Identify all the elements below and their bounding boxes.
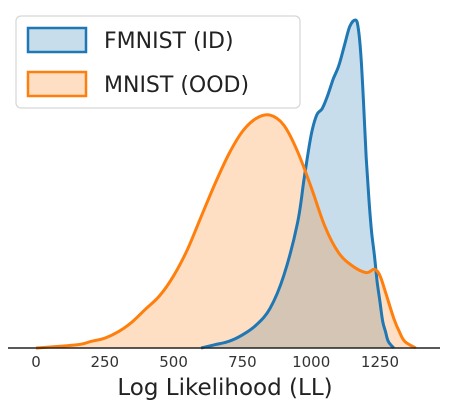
x-tick-label: 1000 xyxy=(292,353,330,371)
x-tick-label: 1250 xyxy=(361,353,399,371)
legend: FMNIST (ID) MNIST (OOD) xyxy=(15,15,301,109)
legend-swatch-mnist-ood xyxy=(26,70,88,98)
x-tick-label: 500 xyxy=(159,353,188,371)
x-axis-title: Log Likelihood (LL) xyxy=(117,375,332,401)
density-line-fmnist-id xyxy=(200,18,395,350)
legend-swatch-fmnist-id xyxy=(26,26,88,54)
x-tick-label: 0 xyxy=(31,353,41,371)
area-fill-mnist-ood xyxy=(36,114,416,348)
x-tick-label: 250 xyxy=(90,353,119,371)
x-axis-ticks: 0 250 500 750 1000 1250 xyxy=(31,353,399,371)
x-tick-label: 750 xyxy=(228,353,257,371)
legend-label-fmnist-id: FMNIST (ID) xyxy=(104,29,234,54)
area-fill-fmnist-id xyxy=(201,20,394,348)
density-areas xyxy=(35,18,417,350)
legend-label-mnist-ood: MNIST (OOD) xyxy=(104,73,249,98)
density-line-mnist-ood xyxy=(35,113,417,350)
